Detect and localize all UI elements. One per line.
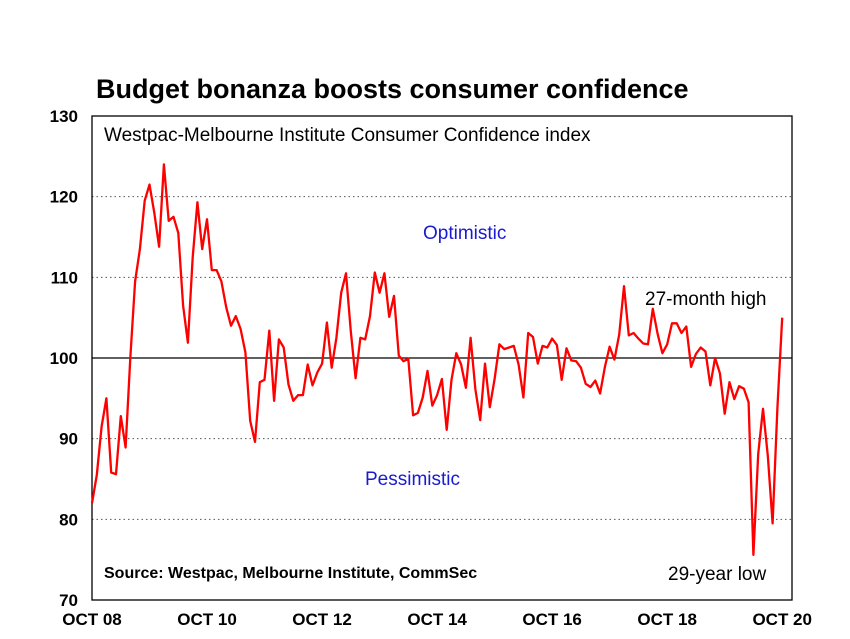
annotation-27-month-high: 27-month high	[645, 289, 766, 310]
x-tick-label: OCT 18	[637, 610, 697, 629]
x-axis-ticks: OCT 08 OCT 10 OCT 12 OCT 14 OCT 16 OCT 18 OCT …	[62, 610, 812, 629]
y-tick-label: 100	[50, 349, 78, 368]
annotation-pessimistic: Pessimistic	[365, 469, 460, 490]
annotation-29-year-low: 29-year low	[668, 564, 766, 585]
series-layer	[90, 163, 784, 556]
annotation-optimistic: Optimistic	[423, 223, 506, 244]
y-tick-label: 130	[50, 107, 78, 126]
y-tick-label: 90	[59, 430, 78, 449]
y-tick-label: 110	[51, 268, 78, 287]
y-tick-label: 70	[59, 591, 78, 610]
x-tick-label: OCT 10	[177, 610, 237, 629]
source-note: Source: Westpac, Melbourne Institute, Co…	[104, 565, 477, 582]
x-tick-label: OCT 16	[522, 610, 582, 629]
chart-subtitle: Westpac-Melbourne Institute Consumer Con…	[104, 125, 591, 146]
x-tick-label: OCT 14	[407, 610, 467, 629]
x-tick-label: OCT 12	[292, 610, 352, 629]
y-tick-label: 80	[59, 510, 78, 529]
plot-frame	[91, 115, 793, 601]
series-line-0	[90, 163, 784, 556]
x-tick-label: OCT 08	[62, 610, 122, 629]
chart-title: Budget bonanza boosts consumer confidenc…	[96, 74, 689, 104]
x-tick-label: OCT 20	[752, 610, 812, 629]
y-axis-ticks: 70 80 90 100 110 120 130	[50, 107, 78, 610]
y-tick-label: 120	[50, 188, 78, 207]
